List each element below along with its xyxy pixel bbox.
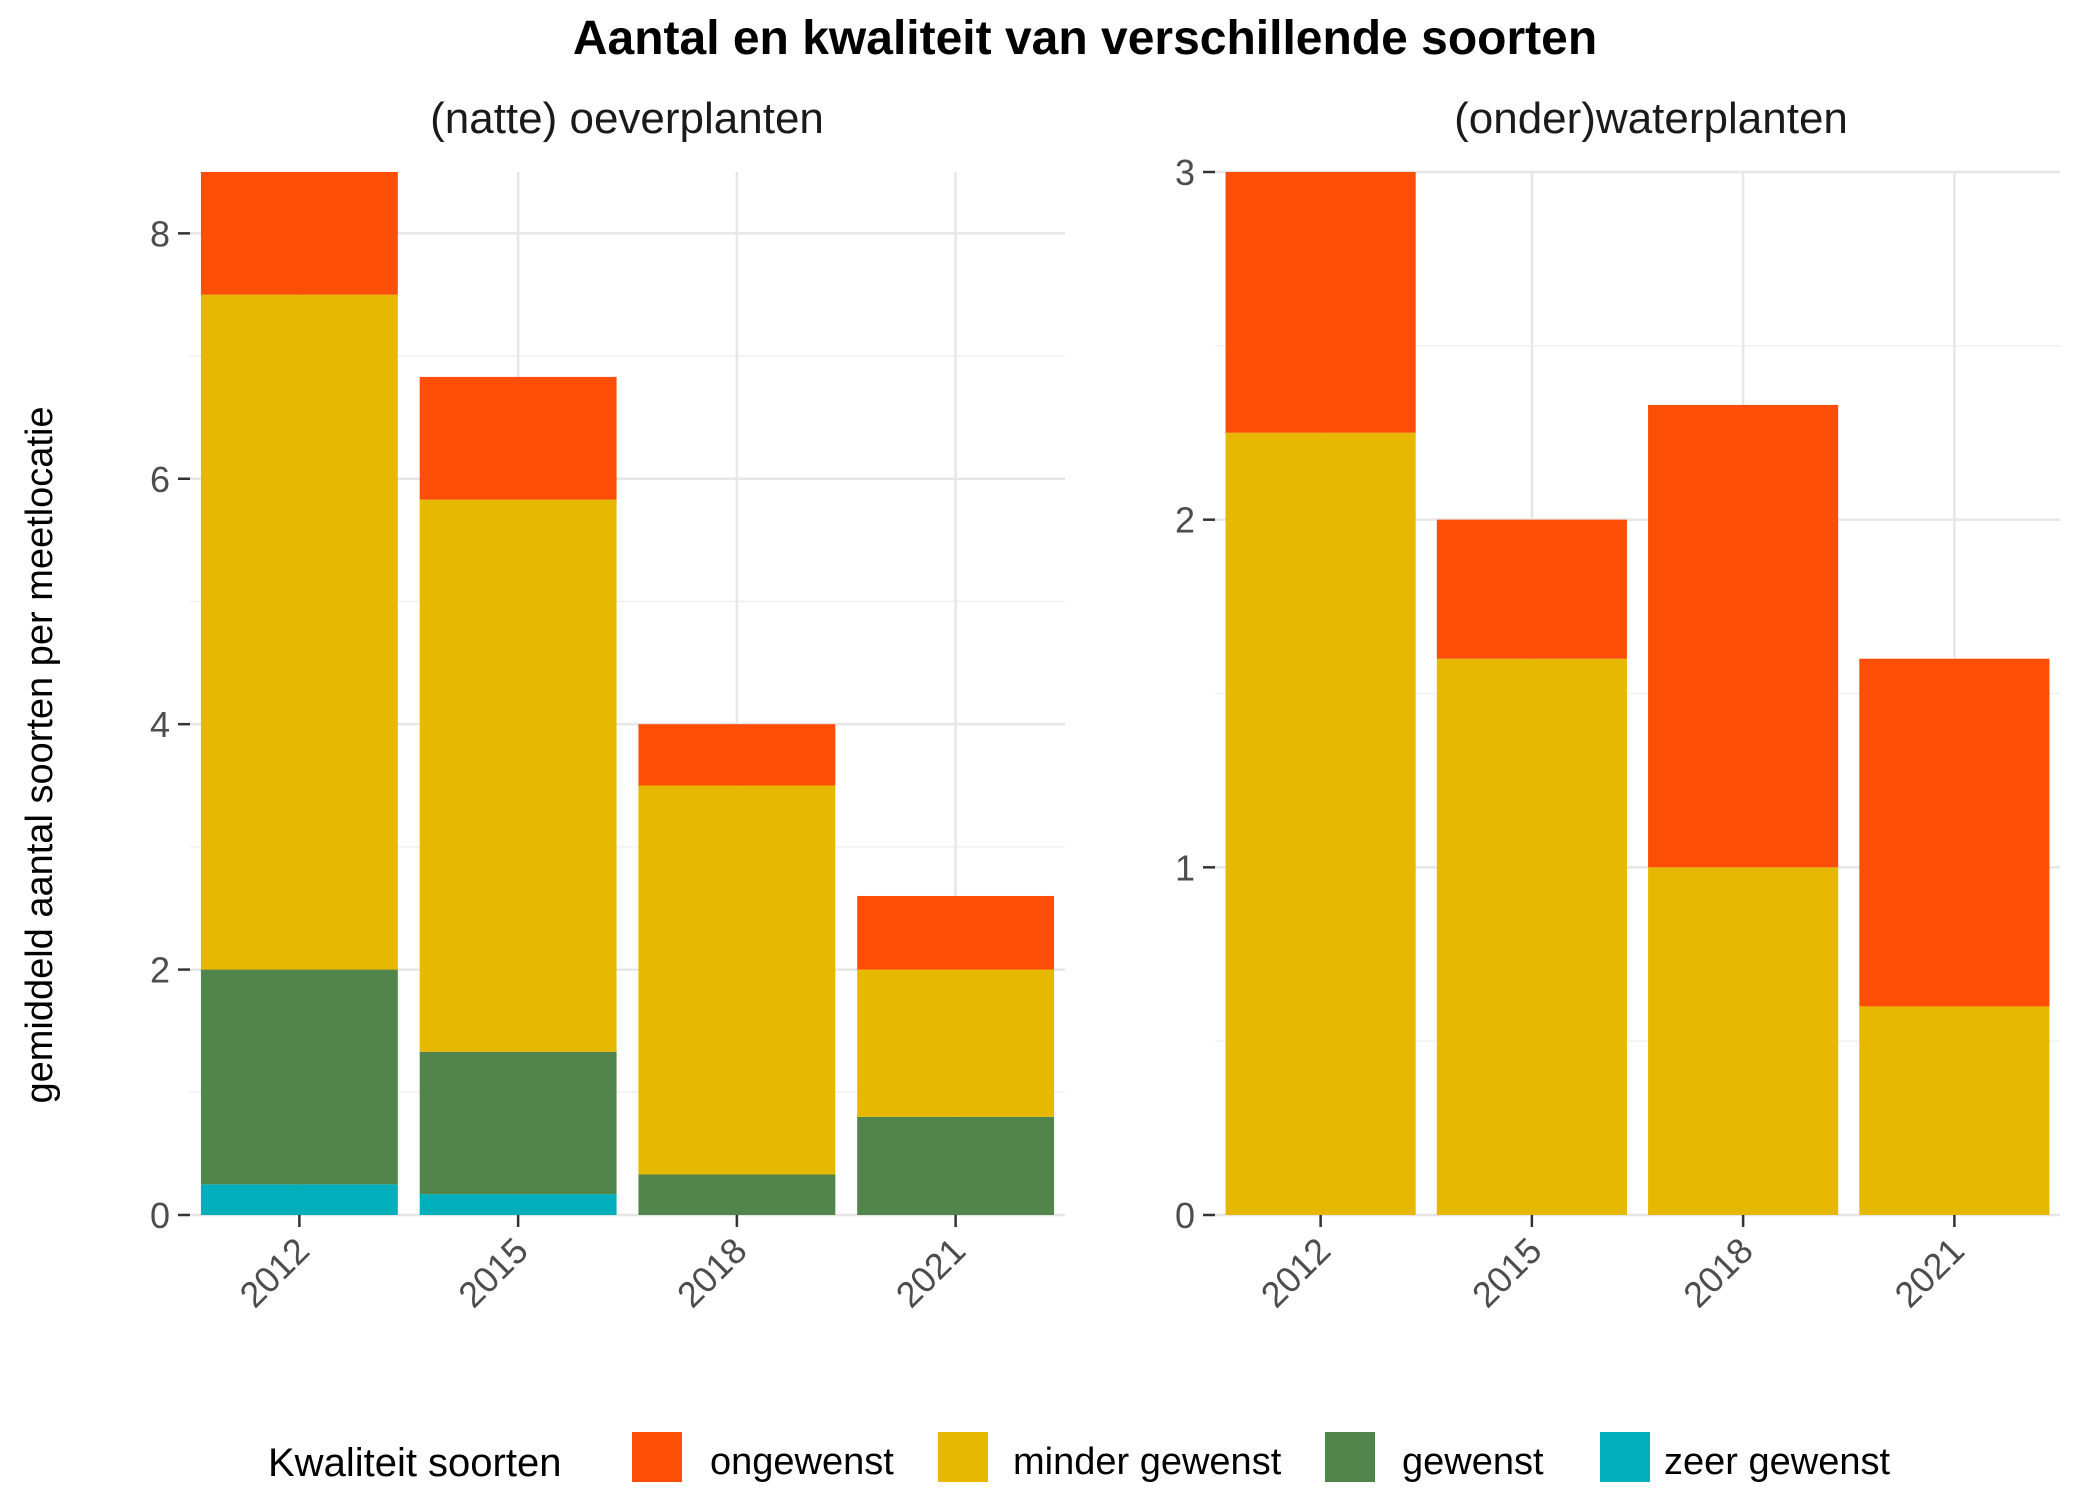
legend-key-minder-gewenst (938, 1432, 988, 1482)
x-tick-label: 2015 (450, 1230, 536, 1316)
x-tick-label: 2018 (669, 1230, 755, 1316)
bar-2012-minder-gewenst (200, 294, 398, 970)
y-tick-label: 0 (1175, 1195, 1195, 1236)
y-tick-label: 6 (150, 459, 170, 500)
bar-2012-ongewenst (1225, 172, 1416, 433)
legend-label: gewenst (1402, 1441, 1544, 1483)
bar-2015-minder-gewenst (419, 499, 617, 1052)
x-tick-label: 2021 (1886, 1230, 1972, 1316)
panel-title: (onder)waterplanten (1454, 94, 1848, 143)
x-tick-label: 2012 (1253, 1230, 1339, 1316)
y-tick-label: 2 (150, 950, 170, 991)
bar-2018-minder-gewenst (1648, 867, 1839, 1215)
x-tick-label: 2015 (1464, 1230, 1550, 1316)
bar-2015-minder-gewenst (1436, 658, 1627, 1215)
bar-2018-gewenst (638, 1174, 836, 1215)
legend-label: zeer gewenst (1664, 1441, 1890, 1483)
y-tick-label: 2 (1175, 500, 1195, 541)
x-tick-label: 2021 (888, 1230, 974, 1316)
chart-title: Aantal en kwaliteit van verschillende so… (573, 12, 1597, 65)
legend-key-gewenst (1325, 1432, 1375, 1482)
legend-key-zeer-gewenst (1600, 1432, 1650, 1482)
x-tick-label: 2018 (1675, 1230, 1761, 1316)
y-tick-label: 4 (150, 704, 170, 745)
x-tick-label: 2012 (231, 1230, 317, 1316)
legend-key-ongewenst (632, 1432, 682, 1482)
y-tick-label: 1 (1175, 847, 1195, 888)
bar-2021-gewenst (857, 1116, 1055, 1215)
y-tick-label: 8 (150, 213, 170, 254)
y-axis-label: gemiddeld aantal soorten per meetlocatie (19, 406, 61, 1103)
y-tick-label: 0 (150, 1195, 170, 1236)
bar-2021-minder-gewenst (1859, 1006, 2050, 1215)
bar-2012-minder-gewenst (1225, 432, 1416, 1215)
legend-label: minder gewenst (1013, 1441, 1282, 1483)
bar-2018-ongewenst (638, 724, 836, 786)
bar-2015-zeer-gewenst (419, 1194, 617, 1215)
legend: Kwaliteit soorten ongewenst minder gewenst… (268, 1432, 1890, 1485)
bar-2018-ongewenst (1648, 404, 1839, 868)
bar-2015-ongewenst (1436, 519, 1627, 659)
legend-label: ongewenst (710, 1441, 894, 1483)
bar-2021-ongewenst (857, 895, 1055, 970)
bar-2021-minder-gewenst (857, 969, 1055, 1117)
bar-2012-zeer-gewenst (200, 1184, 398, 1215)
bar-2015-gewenst (419, 1051, 617, 1195)
bar-2015-ongewenst (419, 376, 617, 500)
bar-2012-ongewenst (200, 172, 398, 295)
panel-1: (natte) oeverplanten 0 2 4 6 8 2012 2015 2018 202… (150, 94, 1065, 1315)
bar-2018-minder-gewenst (638, 785, 836, 1175)
bar-2012-gewenst (200, 969, 398, 1185)
panel-title: (natte) oeverplanten (430, 94, 824, 143)
legend-title: Kwaliteit soorten (268, 1441, 561, 1485)
panel-2: (onder)waterplanten 0 1 2 3 2012 2015 2018 2021 (1175, 94, 2060, 1315)
y-tick-label: 3 (1175, 152, 1195, 193)
bar-2021-ongewenst (1859, 658, 2050, 1007)
